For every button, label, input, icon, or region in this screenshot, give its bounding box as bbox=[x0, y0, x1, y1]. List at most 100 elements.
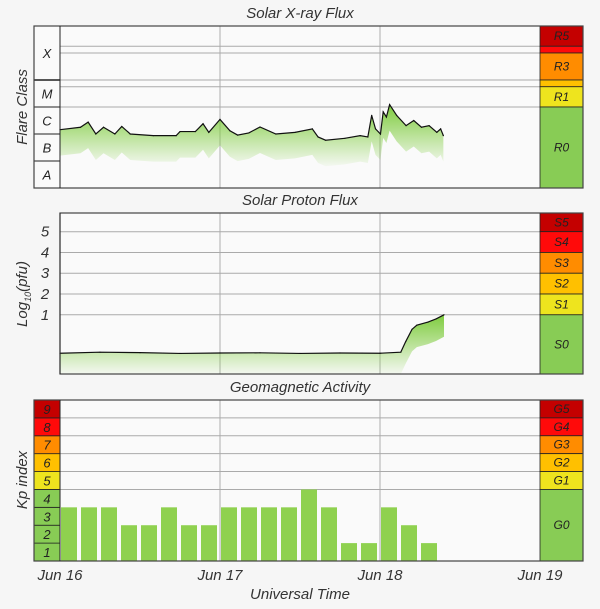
kp-bar bbox=[81, 507, 97, 561]
flux-data-point bbox=[219, 352, 221, 354]
y-tick-label: 2 bbox=[40, 286, 50, 303]
x-tick-label: Jun 18 bbox=[356, 567, 403, 584]
kp-bar bbox=[101, 507, 117, 561]
y-axis-label-main: Log bbox=[14, 301, 31, 327]
kp-bar bbox=[201, 525, 217, 561]
kp-bar bbox=[401, 525, 417, 561]
flux-data-point bbox=[371, 114, 373, 116]
kp-bar bbox=[241, 507, 257, 561]
y-tick-label: 1 bbox=[41, 307, 49, 324]
kp-bar bbox=[321, 507, 337, 561]
scale-label-g4: G4 bbox=[553, 420, 569, 434]
scale-band bbox=[539, 45, 584, 54]
flux-data-point bbox=[411, 328, 413, 330]
scale-label-r1: R1 bbox=[554, 90, 569, 104]
kp-level-label: 3 bbox=[43, 509, 51, 524]
kp-bar bbox=[141, 525, 157, 561]
flux-data-point bbox=[427, 321, 429, 323]
flux-data-point bbox=[382, 111, 384, 113]
flux-data-point bbox=[179, 130, 181, 133]
flare-class-label: C bbox=[42, 114, 52, 129]
flux-data-point bbox=[436, 131, 438, 133]
plot-area bbox=[60, 213, 540, 374]
flare-class-label: X bbox=[42, 46, 53, 61]
flux-data-point bbox=[129, 133, 131, 135]
scale-label-s3: S3 bbox=[554, 256, 569, 270]
flux-data-point bbox=[440, 128, 442, 130]
flux-line bbox=[59, 314, 445, 355]
panel-frame bbox=[33, 25, 584, 189]
flux-data-point bbox=[259, 352, 261, 354]
kp-level-label: 8 bbox=[43, 420, 51, 435]
panel-title: Geomagnetic Activity bbox=[230, 379, 372, 396]
flux-data-point bbox=[121, 125, 123, 128]
flux-data-point bbox=[175, 135, 177, 137]
flux-data-point bbox=[219, 118, 221, 121]
flux-data-point bbox=[229, 130, 231, 132]
kp-level-label: 9 bbox=[43, 402, 50, 417]
flux-data-point bbox=[152, 135, 154, 137]
scale-band bbox=[539, 489, 584, 562]
flux-data-point bbox=[325, 139, 327, 141]
flux-data-point bbox=[379, 133, 382, 135]
flux-data-point bbox=[179, 352, 181, 355]
kp-level-label: 7 bbox=[43, 438, 51, 453]
scale-label-g0: G0 bbox=[553, 518, 569, 532]
kp-bar bbox=[381, 507, 397, 561]
flux-data-point bbox=[416, 324, 418, 326]
scale-label-g3: G3 bbox=[553, 438, 569, 452]
flux-fill-area bbox=[60, 104, 444, 167]
flux-data-point bbox=[79, 126, 82, 128]
y-tick-label: 3 bbox=[41, 265, 50, 282]
flux-data-point bbox=[344, 137, 346, 139]
flux-data-point bbox=[339, 352, 341, 354]
flux-data-point bbox=[420, 126, 423, 128]
flux-data-point bbox=[208, 131, 210, 133]
flux-data-point bbox=[202, 123, 204, 125]
y-axis-label-subscript: 10 bbox=[23, 292, 33, 302]
flux-data-point bbox=[114, 133, 116, 135]
kp-level-label: 5 bbox=[43, 474, 51, 489]
flare-class-label: M bbox=[42, 87, 53, 102]
y-axis-label: Flare Class bbox=[14, 69, 31, 145]
y-tick-label: 5 bbox=[41, 224, 50, 241]
scale-label-s1: S1 bbox=[554, 297, 569, 311]
flare-class-label: A bbox=[42, 168, 52, 183]
scale-label-g1: G1 bbox=[553, 474, 569, 488]
flux-data-point bbox=[435, 318, 437, 320]
scale-label-r0: R0 bbox=[554, 141, 570, 155]
flux-data-point bbox=[367, 136, 369, 138]
kp-bar bbox=[281, 507, 297, 561]
flare-class-label: B bbox=[43, 141, 52, 156]
flux-data-point bbox=[374, 128, 377, 130]
flux-data-point bbox=[237, 134, 239, 136]
y-axis-label: Log10(pfu) bbox=[14, 261, 33, 327]
flux-data-point bbox=[87, 121, 89, 123]
kp-bar bbox=[301, 489, 317, 561]
scale-label-s4: S4 bbox=[554, 235, 569, 249]
y-axis-label-unit: (pfu) bbox=[14, 261, 31, 292]
y-tick-label: 4 bbox=[41, 244, 49, 261]
flux-data-point bbox=[102, 126, 105, 128]
x-axis-label: Universal Time bbox=[250, 586, 350, 603]
x-tick-label: Jun 17 bbox=[196, 567, 243, 584]
flux-data-point bbox=[385, 116, 387, 118]
kp-level-label: 2 bbox=[42, 527, 51, 542]
panel-frame bbox=[33, 399, 584, 562]
kp-bar bbox=[361, 543, 377, 561]
scale-label-s2: S2 bbox=[554, 277, 569, 291]
flux-data-point bbox=[317, 136, 319, 138]
panel-title: Solar X-ray Flux bbox=[246, 5, 354, 22]
flux-data-point bbox=[359, 135, 361, 137]
x-tick-label: Jun 16 bbox=[36, 567, 83, 584]
flux-data-point bbox=[299, 352, 301, 355]
flux-data-point bbox=[400, 351, 402, 353]
kp-bar bbox=[221, 507, 237, 561]
scale-label-r5: R5 bbox=[554, 29, 570, 43]
flux-data-point bbox=[275, 133, 277, 135]
kp-bar bbox=[341, 543, 357, 561]
plot-area bbox=[60, 400, 540, 561]
flux-data-point bbox=[248, 132, 250, 134]
kp-bar bbox=[421, 543, 437, 561]
